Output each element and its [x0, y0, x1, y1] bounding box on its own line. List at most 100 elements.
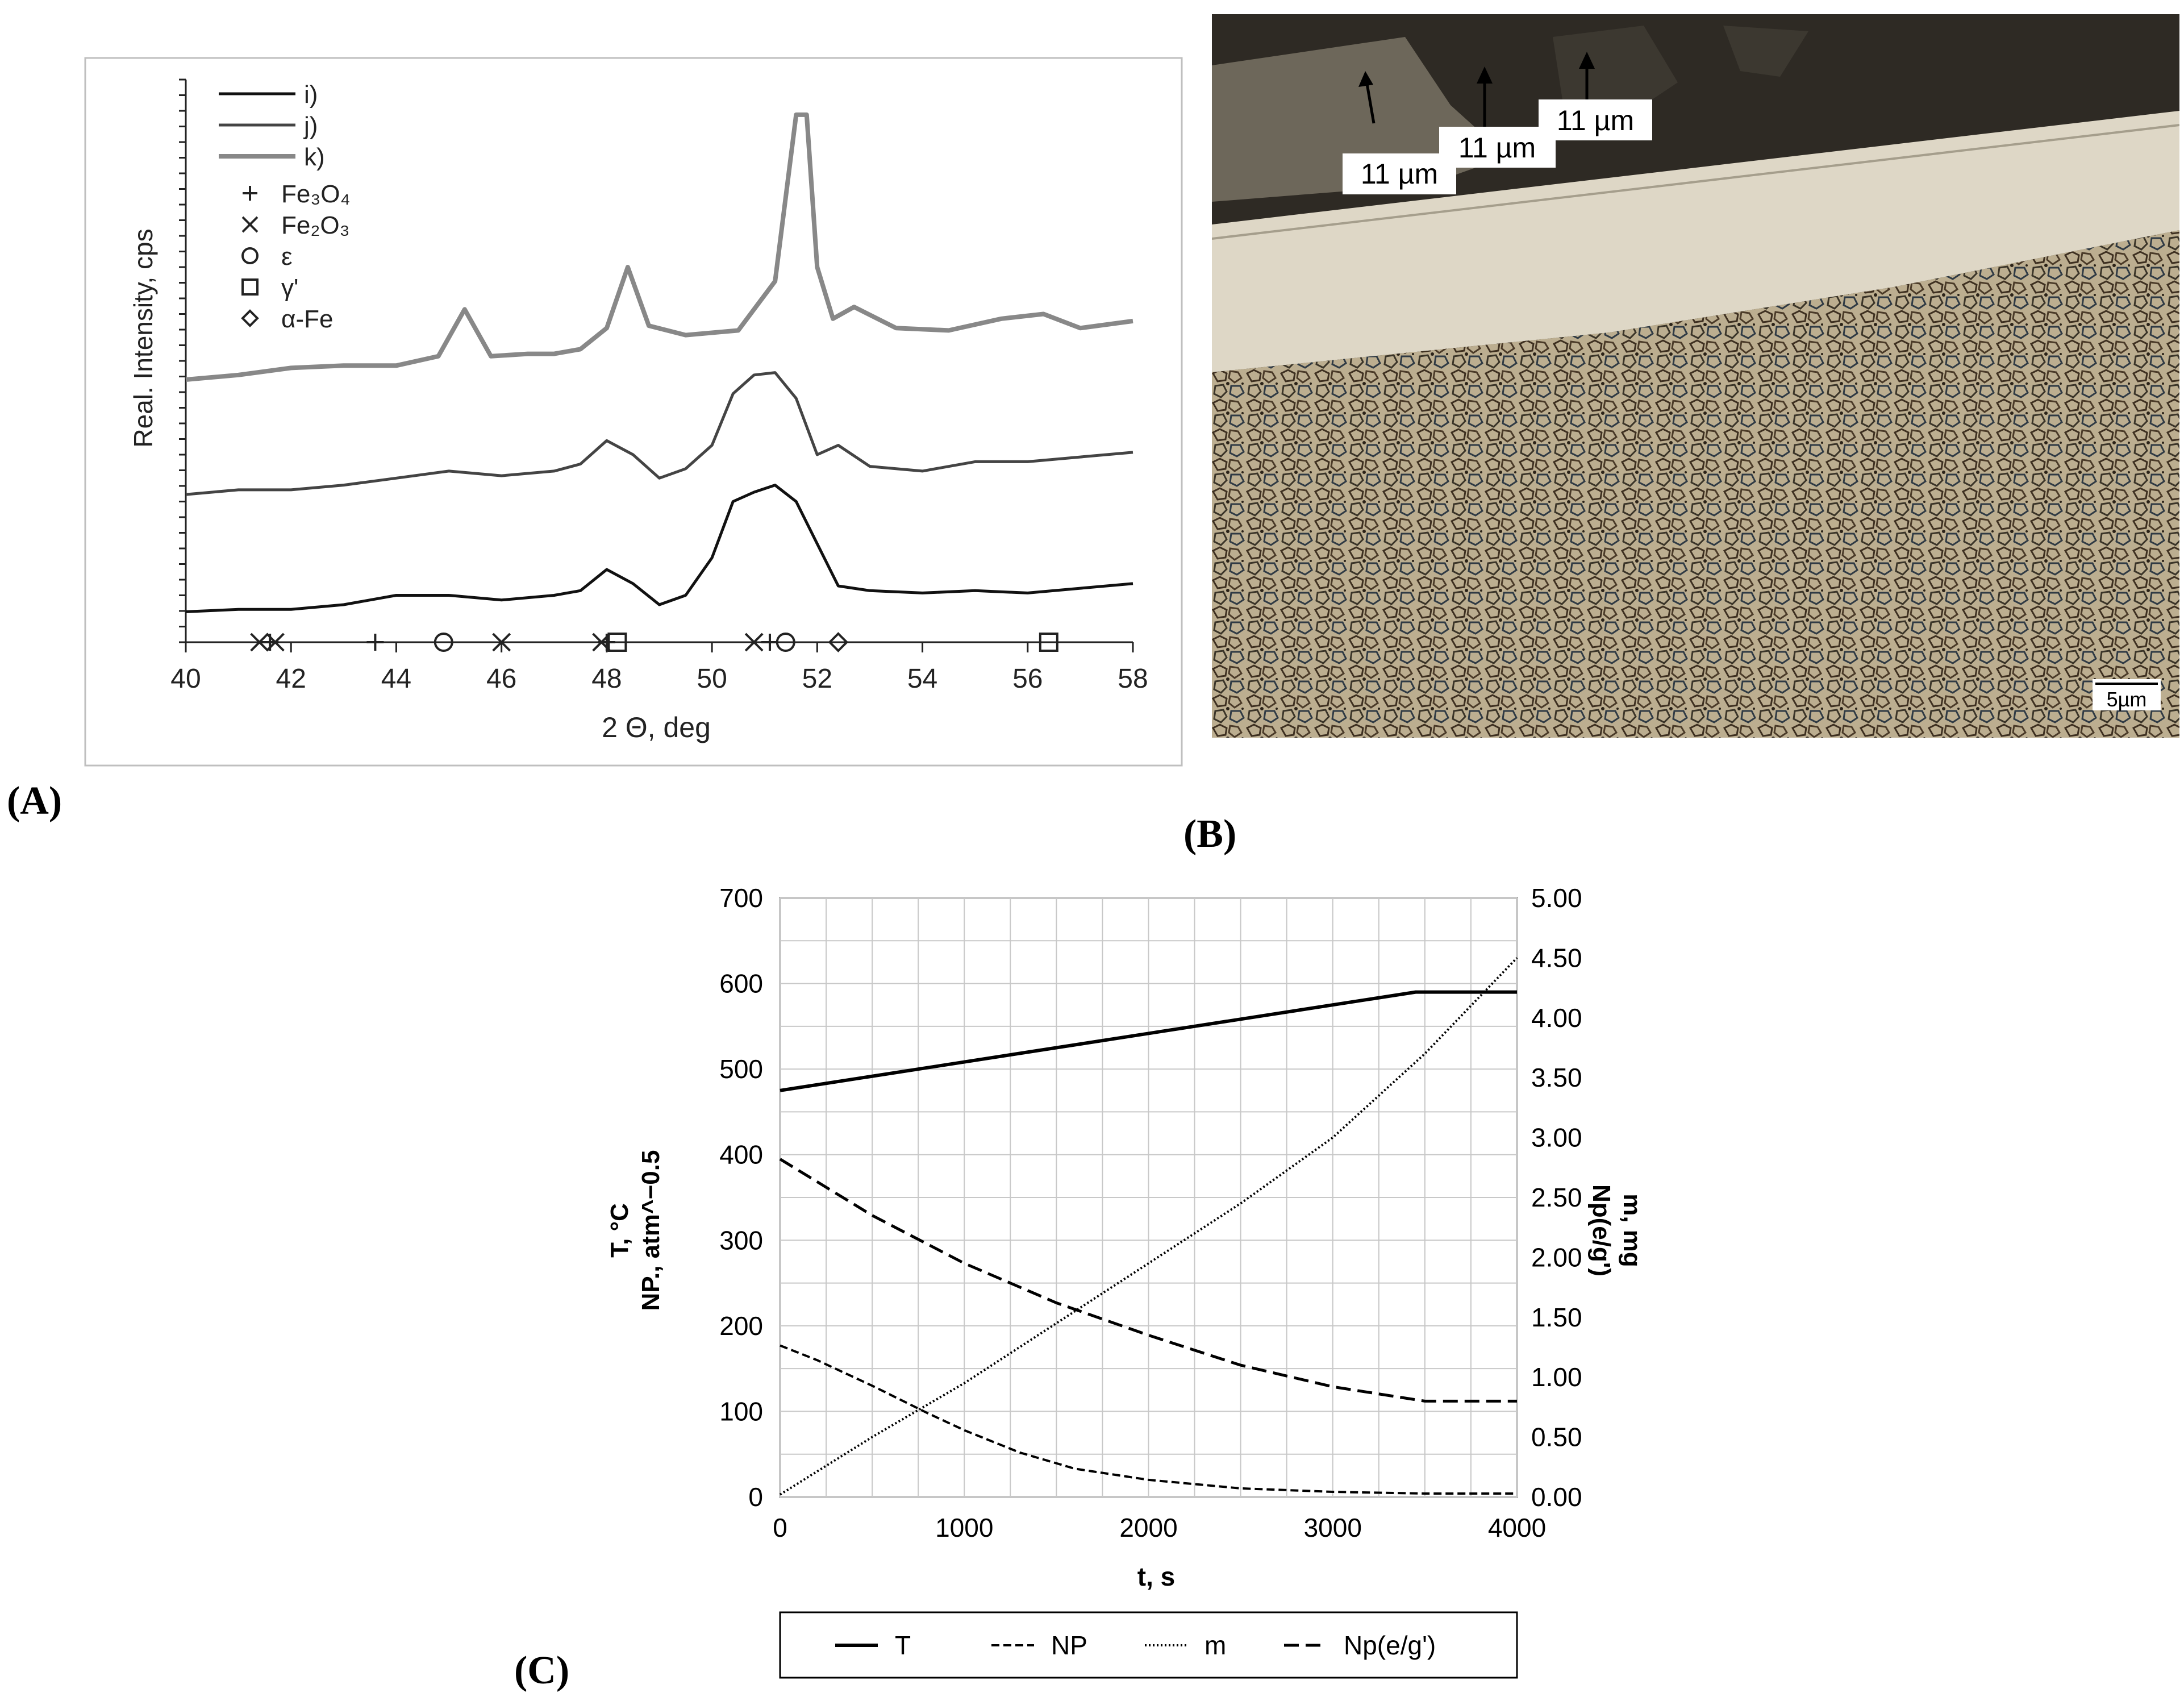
chart-a-phase-markers [250, 632, 1058, 652]
marker-plus [761, 634, 778, 651]
marker-diamond [828, 632, 849, 652]
chart-a-x-tick-label: 52 [802, 664, 832, 694]
nitrided-compound-layer [1212, 111, 2179, 372]
legend-m-label: m [1204, 1631, 1226, 1660]
chart-c-series [779, 957, 1518, 1496]
chart-a-series [185, 112, 1133, 613]
scale-bar-label: 5µm [2107, 688, 2147, 711]
series-k-line [185, 112, 1133, 382]
legend-cross-label: Fe₂O₃ [281, 211, 350, 239]
series-j-line [185, 371, 1133, 496]
legend-diamond-symbol [241, 309, 259, 327]
series-m-line [779, 957, 1518, 1496]
legend-k-label: k) [304, 143, 325, 171]
chart-c-x-axis-label: t, s [1137, 1562, 1175, 1591]
marker-cross [250, 633, 269, 652]
marker-cross [592, 633, 611, 652]
chart-c-y-left-tick-label: 500 [719, 1054, 763, 1084]
chart-c-y-right-tick-label: 4.50 [1531, 943, 1582, 972]
legend-square-symbol [241, 278, 259, 296]
chart-a-x-tick-label: 58 [1118, 664, 1148, 694]
marker-circle [776, 633, 795, 652]
chart-c-legend-box [779, 1611, 1518, 1679]
chart-c-y-right-tick-label: 5.00 [1531, 883, 1582, 913]
panel-label-b: (B) [1183, 812, 1236, 856]
marker-square [607, 633, 627, 652]
legend-square-label: γ' [281, 274, 298, 302]
cross-section-micrograph: 11 µm 11 µm 11 µm 5µm [1212, 14, 2179, 738]
marker-circle [434, 633, 453, 652]
legend-np-e-g-label: Np(e/g') [1344, 1631, 1436, 1660]
series-i-line [185, 484, 1133, 613]
thickness-label-1: 11 µm [1361, 158, 1438, 190]
chart-c-y-left-tick-label: 200 [719, 1311, 763, 1341]
legend-cross-symbol [241, 216, 259, 233]
chart-a-x-tick-label: 46 [486, 664, 516, 694]
chart-a-y-axis-label: Real. Intensity, cps [128, 228, 158, 447]
chart-c-x-tick-label: 1000 [935, 1513, 993, 1542]
legend-j-label: j) [303, 112, 318, 140]
marker-square [1039, 633, 1058, 652]
chart-c-y-axis-label-left-2: NP., atm^−0.5 [637, 1150, 665, 1311]
chart-c-y-right-tick-label: 0.00 [1531, 1482, 1582, 1512]
chart-a-x-tick-label: 48 [591, 664, 622, 694]
chart-a-x-axis-label: 2 Θ, deg [602, 712, 711, 743]
thickness-annotation-3: 11 µm [1539, 52, 1652, 140]
chart-c-y-left-tick-label: 600 [719, 969, 763, 999]
legend-diamond-label: α-Fe [281, 305, 333, 333]
chart-c-y-left-tick-label: 700 [719, 883, 763, 913]
chart-c-y-right-tick-label: 0.50 [1531, 1423, 1582, 1452]
chart-a-x-tick-label: 44 [381, 664, 411, 694]
marker-plus [366, 634, 384, 651]
thickness-annotation-1: 11 µm [1343, 71, 1456, 194]
chart-c-y-axis-label-right-2: Np(e/g') [1587, 1184, 1615, 1276]
marker-cross [492, 633, 511, 652]
chart-c-tick-labels: 0 100 200 300 400 500 600 700 0.00 0.50 1.00 1.50 2.… [719, 883, 1582, 1542]
chart-c-y-left-tick-label: 0 [748, 1482, 763, 1512]
chart-c-x-tick-label: 2000 [1119, 1513, 1177, 1542]
chart-c-y-left-tick-label: 300 [719, 1225, 763, 1255]
chart-c-y-right-tick-label: 1.00 [1531, 1362, 1582, 1392]
chart-a-x-tick-label: 40 [170, 664, 201, 694]
series-np-e-g-line [779, 1158, 1517, 1403]
chart-c-x-tick-label: 3000 [1304, 1513, 1362, 1542]
chart-c-x-tick-label: 0 [773, 1513, 787, 1542]
panel-label-c: (C) [514, 1649, 569, 1692]
thickness-label-2: 11 µm [1458, 132, 1536, 164]
chart-c-y-right-tick-label: 4.00 [1531, 1003, 1582, 1033]
diffusion-zone-substrate [1212, 230, 2179, 738]
marker-cross [744, 633, 764, 652]
chart-c-x-tick-label: 4000 [1488, 1513, 1546, 1542]
legend-np-label: NP [1051, 1631, 1087, 1660]
chart-c-grid [779, 897, 1518, 1498]
chart-a-legend: i) j) k) Fe₃O₄ Fe₂O₃ ε γ' α-Fe [219, 81, 350, 333]
thickness-annotation-2: 11 µm [1439, 66, 1556, 168]
chart-c-y-right-tick-label: 2.00 [1531, 1242, 1582, 1272]
chart-c-legend: T NP m Np(e/g') [835, 1631, 1436, 1660]
chart-c-y-right-tick-label: 2.50 [1531, 1183, 1582, 1212]
legend-circle-symbol [241, 247, 259, 264]
chart-c-y-axis-label-left-1: T, °C [606, 1203, 633, 1258]
chart-a-axes [179, 78, 1134, 652]
legend-plus-label: Fe₃O₄ [281, 180, 350, 208]
legend-i-label: i) [304, 81, 318, 109]
thin-layer-line [1212, 124, 2179, 240]
panel-label-a: (A) [7, 779, 62, 823]
chart-a-x-tick-label: 54 [907, 664, 937, 694]
series-np-line [780, 1344, 1517, 1495]
thickness-label-3: 11 µm [1557, 105, 1634, 136]
marker-cross [266, 633, 285, 652]
chart-c-y-left-tick-label: 100 [719, 1396, 763, 1426]
chart-a-x-tick-label: 56 [1012, 664, 1043, 694]
chart-c-y-right-tick-label: 1.50 [1531, 1303, 1582, 1332]
legend-t-label: T [895, 1631, 911, 1660]
chart-a-x-tick-label: 50 [697, 664, 727, 694]
scale-bar: 5µm [2093, 679, 2161, 711]
chart-c-y-right-tick-label: 3.50 [1531, 1063, 1582, 1092]
chart-a-x-tick-labels: 40 42 44 46 48 50 52 54 56 58 [170, 664, 1148, 694]
chart-a-x-tick-label: 42 [276, 664, 306, 694]
chart-c-y-right-tick-label: 3.00 [1531, 1123, 1582, 1153]
chart-c-y-left-tick-label: 400 [719, 1140, 763, 1170]
chart-a-frame [84, 57, 1183, 767]
